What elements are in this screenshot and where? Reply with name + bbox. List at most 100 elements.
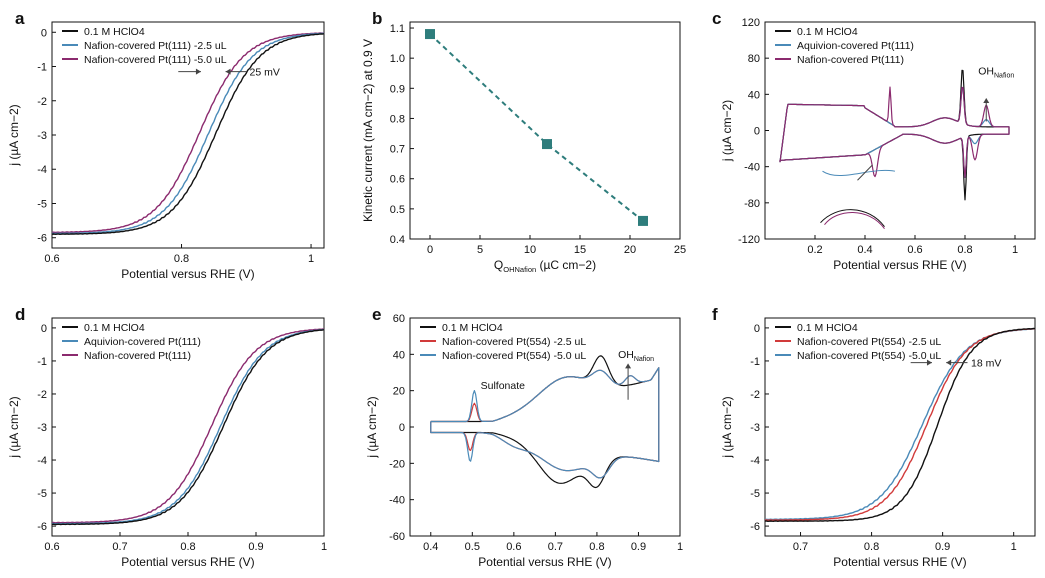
arrow-head bbox=[225, 68, 231, 75]
y-tick-label: -5 bbox=[750, 488, 760, 500]
x-tick-label: 0.4 bbox=[857, 244, 872, 256]
y-tick-label: 1.1 bbox=[390, 23, 405, 35]
data-point bbox=[638, 215, 648, 226]
legend-entry: Aquivion-covered Pt(111) bbox=[797, 40, 914, 52]
series-line bbox=[765, 328, 1036, 521]
x-tick-label: 0 bbox=[427, 244, 433, 256]
x-tick-label: 0.7 bbox=[548, 541, 563, 553]
cv-loop bbox=[430, 367, 660, 479]
y-tick-label: -5 bbox=[37, 488, 47, 500]
y-tick-label: 60 bbox=[393, 313, 405, 325]
y-axis-label: j (µA cm−2) bbox=[365, 396, 379, 458]
y-tick-label: 40 bbox=[393, 349, 405, 361]
legend-entry: Nafion-covered Pt(111) -5.0 uL bbox=[84, 54, 227, 66]
y-tick-label: -3 bbox=[37, 422, 47, 434]
y-tick-label: 0.5 bbox=[390, 204, 405, 216]
y-axis-label: j (µA cm−2) bbox=[720, 396, 734, 458]
x-tick-label: 0.8 bbox=[174, 253, 189, 265]
y-tick-label: 0.4 bbox=[390, 234, 405, 246]
trend-line bbox=[429, 33, 644, 222]
legend-entry: Nafion-covered Pt(554) -5.0 uL bbox=[797, 350, 941, 362]
y-tick-label: -3 bbox=[37, 130, 47, 142]
label-part: Nafion bbox=[994, 72, 1014, 79]
y-tick-label: -6 bbox=[37, 233, 47, 245]
inset-arrow bbox=[857, 164, 873, 181]
y-tick-label: -40 bbox=[744, 162, 760, 174]
series-line bbox=[51, 328, 325, 524]
x-tick-label: 0.8 bbox=[589, 541, 604, 553]
y-tick-label: -4 bbox=[37, 455, 47, 467]
x-tick-label: 10 bbox=[524, 244, 536, 256]
legend-entry: Nafion-covered Pt(111) bbox=[84, 350, 191, 362]
y-tick-label: 80 bbox=[748, 53, 760, 65]
series-line bbox=[51, 32, 325, 234]
x-tick-label: 0.9 bbox=[631, 541, 646, 553]
y-tick-label: 0 bbox=[41, 323, 47, 335]
y-tick-label: 0 bbox=[754, 126, 760, 138]
panel-letter-d: d bbox=[15, 305, 25, 324]
y-axis-label: j (µA cm−2) bbox=[7, 396, 21, 458]
data-point bbox=[425, 29, 435, 40]
x-tick-label: 1 bbox=[677, 541, 683, 553]
x-axis-label: Potential versus RHE (V) bbox=[121, 555, 254, 569]
data-point bbox=[542, 139, 552, 150]
cv-loop bbox=[779, 86, 1010, 178]
x-tick-label: 0.8 bbox=[957, 244, 972, 256]
series-line bbox=[51, 33, 325, 235]
inset-curve bbox=[822, 169, 896, 176]
x-tick-label: 1 bbox=[1012, 244, 1018, 256]
arrow-head bbox=[195, 68, 201, 75]
x-tick-label: 0.2 bbox=[807, 244, 822, 256]
series-line bbox=[51, 328, 325, 525]
series-line bbox=[51, 329, 325, 526]
series-line bbox=[51, 32, 325, 235]
y-axis-label: Kinetic current (mA cm−2) at 0.9 V bbox=[361, 39, 375, 222]
y-tick-label: -2 bbox=[37, 389, 47, 401]
y-tick-label: 120 bbox=[742, 17, 760, 29]
x-axis-label: Potential versus RHE (V) bbox=[833, 555, 966, 569]
legend-entry: 0.1 M HClO4 bbox=[797, 322, 858, 334]
y-tick-label: 40 bbox=[748, 89, 760, 101]
panel-letter-c: c bbox=[712, 9, 721, 28]
shift-annotation: 25 mV bbox=[250, 67, 280, 79]
x-tick-label: 0.6 bbox=[44, 541, 59, 553]
legend-entry: 0.1 M HClO4 bbox=[797, 26, 858, 38]
label-part: OH bbox=[618, 349, 634, 361]
label-part: OHNafion bbox=[503, 265, 536, 274]
panel-letter-b: b bbox=[372, 9, 382, 28]
plot-frame-b bbox=[409, 21, 681, 240]
y-tick-label: 1.0 bbox=[390, 53, 405, 65]
arrow-head bbox=[946, 359, 952, 366]
y-tick-label: 0.7 bbox=[390, 144, 405, 156]
panel-letter-f: f bbox=[712, 305, 718, 324]
series-line bbox=[765, 327, 1036, 522]
legend-entry: Nafion-covered Pt(554) -2.5 uL bbox=[442, 336, 586, 348]
y-tick-label: -6 bbox=[750, 521, 760, 533]
legend-entry: Aquivion-covered Pt(111) bbox=[84, 336, 201, 348]
x-tick-label: 0.6 bbox=[44, 253, 59, 265]
x-tick-label: 0.8 bbox=[864, 541, 879, 553]
x-tick-label: 0.7 bbox=[112, 541, 127, 553]
legend-entry: 0.1 M HClO4 bbox=[84, 322, 145, 334]
x-axis-label: Potential versus RHE (V) bbox=[121, 267, 254, 281]
y-tick-label: -6 bbox=[37, 521, 47, 533]
y-tick-label: -1 bbox=[750, 356, 760, 368]
y-tick-label: -2 bbox=[750, 389, 760, 401]
y-tick-label: 0 bbox=[754, 323, 760, 335]
y-axis-label: j (µA cm−2) bbox=[7, 104, 21, 166]
x-tick-label: 0.6 bbox=[907, 244, 922, 256]
cv-loop bbox=[779, 86, 1010, 178]
y-tick-label: -4 bbox=[750, 455, 760, 467]
x-tick-label: 1 bbox=[308, 253, 314, 265]
y-tick-label: 0.9 bbox=[390, 83, 405, 95]
y-tick-label: -20 bbox=[389, 458, 405, 470]
y-tick-label: 0.8 bbox=[390, 113, 405, 125]
arrow-head bbox=[983, 97, 990, 103]
legend-entry: Nafion-covered Pt(554) -5.0 uL bbox=[442, 350, 586, 362]
x-tick-label: 0.7 bbox=[793, 541, 808, 553]
y-tick-label: -4 bbox=[37, 164, 47, 176]
legend-entry: 0.1 M HClO4 bbox=[84, 26, 145, 38]
legend-entry: Nafion-covered Pt(554) -2.5 uL bbox=[797, 336, 941, 348]
y-tick-label: -40 bbox=[389, 495, 405, 507]
